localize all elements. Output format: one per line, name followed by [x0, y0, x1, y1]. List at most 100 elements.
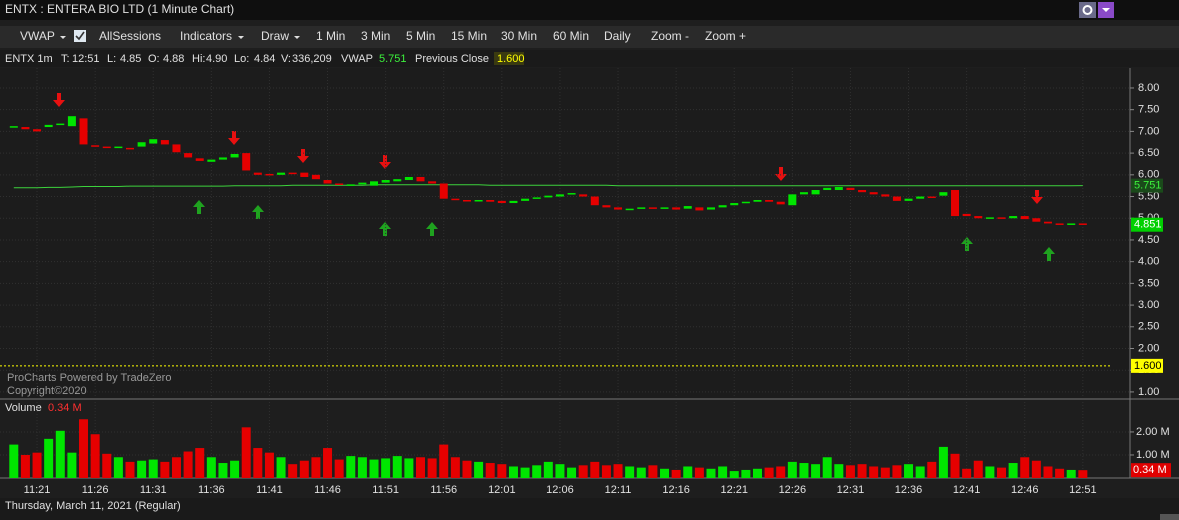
- volume-bar: [334, 459, 344, 478]
- candle-body: [858, 190, 867, 193]
- candle-body: [997, 217, 1006, 219]
- candle-body: [788, 194, 797, 206]
- toolbar-button[interactable]: Zoom -: [651, 29, 689, 43]
- candle-body: [288, 172, 297, 175]
- volume-bar: [311, 457, 321, 478]
- candle-body: [683, 206, 692, 209]
- toolbar-button[interactable]: Draw: [261, 29, 289, 43]
- candle-body: [230, 153, 239, 158]
- info-text: 4.88: [163, 53, 184, 65]
- toolbar-button[interactable]: VWAP: [20, 29, 55, 43]
- volume-bar: [555, 464, 565, 478]
- scrollbar[interactable]: [1160, 514, 1179, 520]
- volume-bar: [636, 467, 646, 478]
- volume-bar: [299, 460, 309, 478]
- vwap-value-label: 5.751: [1134, 180, 1162, 192]
- volume-bar: [427, 458, 437, 478]
- dropdown-arrow: [60, 36, 66, 39]
- candle-body: [497, 200, 506, 204]
- candle-body: [730, 203, 739, 206]
- volume-title: Volume: [5, 402, 42, 414]
- sell-arrow: [379, 155, 391, 169]
- candle-body: [590, 196, 599, 206]
- candle-body: [91, 145, 100, 147]
- candle-body: [277, 172, 286, 175]
- candle-body: [567, 193, 576, 195]
- info-text: V:: [281, 53, 291, 65]
- y-tick-label: 2.50: [1138, 321, 1159, 333]
- x-tick-label: 12:26: [779, 484, 807, 496]
- settings-button[interactable]: [1079, 2, 1096, 18]
- candle-body: [672, 207, 681, 210]
- toolbar-button[interactable]: 5 Min: [406, 29, 435, 43]
- candle-body: [358, 182, 367, 185]
- candle-body: [974, 216, 983, 219]
- candle-body: [242, 153, 251, 171]
- price-panel: [0, 68, 1130, 398]
- toolbar-button[interactable]: 15 Min: [451, 29, 487, 43]
- buy-arrow: [426, 222, 438, 236]
- volume-bar: [392, 456, 402, 478]
- candle-body: [439, 183, 448, 199]
- volume-bar: [892, 465, 902, 478]
- volume-bar: [1078, 470, 1088, 478]
- candle-body: [637, 207, 646, 209]
- buy-signals: [193, 200, 1055, 261]
- candle-body: [811, 190, 820, 195]
- info-bar: [0, 50, 1179, 67]
- candle-body: [393, 179, 402, 182]
- candle-body: [381, 180, 390, 183]
- volume-bar: [381, 458, 391, 478]
- toolbar-button[interactable]: Zoom +: [705, 29, 746, 43]
- volume-current: 0.34 M: [48, 402, 82, 414]
- info-text: L:: [107, 53, 116, 65]
- last-price-label: 4.851: [1134, 219, 1162, 231]
- candle-body: [904, 198, 913, 201]
- toolbar-button[interactable]: 1 Min: [316, 29, 345, 43]
- checkbox[interactable]: [74, 30, 86, 42]
- candle-body: [311, 174, 320, 180]
- sell-arrow: [53, 93, 65, 107]
- candle-body: [1078, 223, 1087, 225]
- toolbar-button[interactable]: Daily: [604, 29, 631, 43]
- x-tick-label: 11:56: [430, 484, 457, 496]
- volume-bar: [183, 451, 193, 478]
- info-vwap-value: 5.751: [379, 53, 407, 65]
- candle-body: [207, 159, 216, 162]
- volume-bar: [288, 464, 298, 478]
- toolbar-button[interactable]: 30 Min: [501, 29, 537, 43]
- x-tick-label: 12:11: [605, 484, 632, 496]
- volume-bar: [32, 452, 42, 478]
- candle-body: [1009, 216, 1018, 219]
- candle-body: [741, 201, 750, 204]
- volume-bar: [532, 465, 542, 478]
- y-tick-label: 7.00: [1138, 125, 1159, 137]
- sell-arrow: [1031, 190, 1043, 204]
- sell-arrow: [297, 149, 309, 163]
- sell-arrow: [228, 131, 240, 145]
- volume-bar: [346, 456, 356, 478]
- x-tick-label: 12:06: [546, 484, 574, 496]
- volume-bar: [997, 467, 1006, 478]
- y-tick-label: 1.00 M: [1136, 449, 1170, 461]
- candle-body: [1067, 223, 1076, 225]
- x-tick-label: 11:36: [198, 484, 225, 496]
- toolbar-button[interactable]: 3 Min: [361, 29, 390, 43]
- toolbar-button[interactable]: Indicators: [180, 29, 232, 43]
- candle-body: [172, 144, 181, 153]
- toolbar-button[interactable]: 60 Min: [553, 29, 589, 43]
- candle-body: [218, 157, 227, 160]
- candle-body: [416, 176, 425, 182]
- candle-body: [370, 181, 379, 186]
- x-tick-label: 12:51: [1069, 484, 1097, 496]
- info-text: 4.90: [206, 53, 227, 65]
- candle-body: [451, 198, 460, 201]
- candle-body: [21, 127, 30, 130]
- toolbar-button[interactable]: AllSessions: [99, 29, 161, 43]
- volume-bar: [660, 468, 670, 478]
- previous-close-box: [1131, 358, 1163, 373]
- candle-body: [951, 190, 960, 217]
- y-tick-label: 3.00: [1138, 299, 1159, 311]
- candle-body: [962, 213, 971, 217]
- watermark: Copyright©2020: [7, 385, 87, 397]
